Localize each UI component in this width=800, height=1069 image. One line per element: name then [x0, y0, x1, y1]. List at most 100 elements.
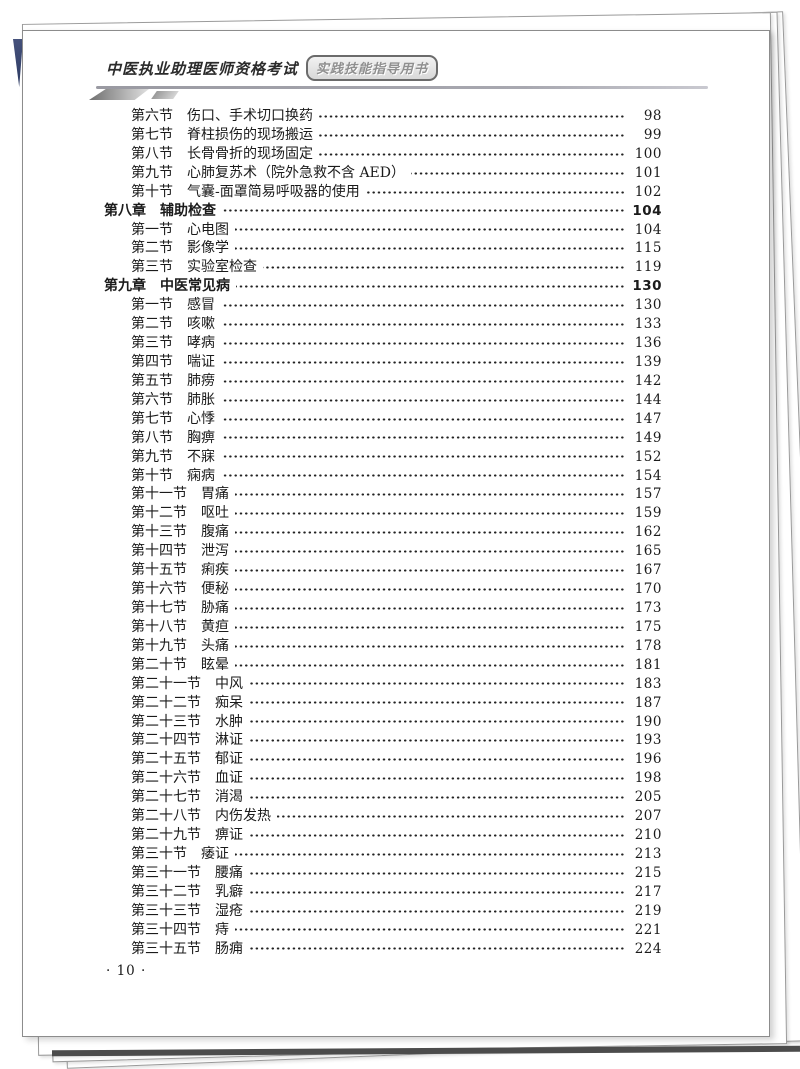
toc-entry-title: 影像学 [187, 240, 229, 257]
toc-entry-label: 第二十三节 [131, 713, 201, 730]
toc-entry-title: 郁证 [215, 751, 243, 768]
toc-entry-page: 149 [634, 429, 662, 446]
toc-entry-label: 第三十二节 [131, 883, 201, 900]
toc-entry: 第三十一节 腰痛 215 [104, 863, 662, 883]
toc-entry-page: 181 [634, 656, 662, 673]
toc-entry: 第三节 哮病 136 [104, 334, 662, 353]
toc-entry-page: 98 [643, 108, 662, 124]
toc-entry: 第二十四节 淋证 193 [104, 731, 662, 751]
toc-entry-page: 100 [634, 145, 662, 162]
toc-entry-title: 喘证 [187, 353, 215, 370]
toc-entry-label: 第十四节 [131, 543, 187, 560]
toc-entry-page: 196 [634, 751, 662, 768]
toc-entry-page: 133 [634, 316, 662, 333]
dot-leader [249, 712, 625, 732]
toc-entry-page: 101 [634, 164, 662, 181]
toc-entry: 第八节 长骨骨折的现场固定 100 [104, 144, 662, 164]
toc-entry: 第十八节 黄疸 175 [104, 617, 662, 637]
toc-entry: 第七节 心悸 147 [104, 409, 662, 429]
toc-entry: 第十三节 腹痛 162 [104, 523, 662, 543]
toc-entry-title: 肺痨 [187, 372, 215, 389]
toc-entry-page: 215 [634, 864, 662, 881]
toc-entry-page: 104 [634, 221, 662, 238]
toc-entry-title: 便秘 [201, 581, 229, 598]
toc-entry-title: 乳癖 [215, 883, 243, 900]
series-title: 中医执业助理医师资格考试 [106, 60, 299, 78]
dot-leader [221, 371, 625, 391]
blue-cover-edge [13, 39, 23, 87]
toc-entry-title: 腹痛 [201, 524, 229, 541]
dot-leader [221, 447, 625, 467]
toc-entry: 第三节 实验室检查 119 [104, 258, 662, 278]
toc-entry-label: 第十五节 [131, 562, 187, 579]
dot-leader [249, 731, 625, 751]
dot-leader [263, 258, 625, 278]
toc-entry-page: 142 [634, 372, 662, 389]
toc-entry-title: 长骨骨折的现场固定 [187, 145, 313, 162]
toc-entry-page: 136 [634, 335, 662, 352]
dot-leader [249, 750, 625, 770]
toc-entry-title: 腰痛 [215, 864, 243, 881]
dot-leader [249, 788, 625, 808]
dot-leader [249, 901, 625, 921]
toc-entry: 第九章 中医常见病 130 [104, 277, 662, 297]
toc-entry-title: 淋证 [215, 732, 243, 749]
toc-entry-page: 130 [634, 297, 662, 314]
toc-entry-label: 第五节 [131, 372, 173, 389]
toc-entry: 第二节 咳嗽 133 [104, 315, 662, 335]
toc-entry-title: 实验室检查 [187, 259, 257, 276]
toc-entry-label: 第二节 [131, 240, 173, 257]
dot-leader [235, 220, 625, 240]
toc-entry-page: 205 [634, 789, 662, 806]
toc-entry-title: 脊柱损伤的现场搬运 [187, 126, 313, 143]
dot-leader [249, 882, 625, 902]
dot-leader [222, 201, 625, 221]
toc-entry-label: 第三节 [131, 335, 173, 352]
toc-entry-label: 第八节 [131, 429, 173, 446]
toc-entry-title: 心肺复苏术（院外急救不含 AED） [187, 164, 406, 181]
dot-leader [319, 107, 625, 126]
toc-entry-label: 第八章 [104, 202, 146, 219]
toc-entry-page: 170 [634, 581, 662, 598]
toc-entry: 第十九节 头痛 178 [104, 636, 662, 656]
toc-entry-label: 第十三节 [131, 524, 187, 541]
toc-entry: 第十节 痫病 154 [104, 466, 662, 486]
toc-entry-title: 肠痈 [215, 940, 243, 957]
subtitle-badge: 实践技能指导用书 [306, 55, 439, 81]
toc-entry: 第十五节 痢疾 167 [104, 561, 662, 581]
toc-entry-title: 头痛 [201, 637, 229, 654]
toc-entry: 第一节 感冒 130 [104, 296, 662, 316]
toc-entry: 第九节 心肺复苏术（院外急救不含 AED） 101 [104, 163, 662, 183]
toc-entry-title: 气囊-面罩简易呼吸器的使用 [187, 183, 360, 200]
toc-entry-label: 第二十六节 [131, 770, 201, 787]
toc-entry-label: 第二十五节 [131, 751, 201, 768]
toc-entry-title: 痴呆 [215, 694, 243, 711]
toc-entry-title: 痫病 [187, 467, 215, 484]
toc-list: 第六节 伤口、手术切口换药 98 第七节 脊柱损伤的现场搬运 99 第八节 长骨… [104, 107, 662, 959]
toc-entry-label: 第四节 [131, 353, 173, 370]
toc-entry-page: 99 [643, 126, 662, 143]
toc-entry-page: 165 [634, 543, 662, 560]
dot-leader [221, 428, 625, 448]
dot-leader [365, 182, 625, 202]
toc-entry-title: 胸痹 [187, 429, 215, 446]
toc-entry-title: 血证 [215, 770, 243, 787]
toc-entry-page: 207 [634, 808, 662, 825]
toc-entry-page: 217 [634, 883, 662, 900]
toc-entry-page: 187 [634, 694, 662, 711]
toc-entry-label: 第二十九节 [131, 827, 201, 844]
toc-entry-page: 173 [634, 599, 662, 616]
dot-leader [277, 807, 625, 827]
dot-leader [249, 674, 625, 694]
toc-entry-page: 167 [634, 562, 662, 579]
toc-entry-title: 痹证 [215, 827, 243, 844]
dot-leader [235, 655, 625, 675]
toc-entry-label: 第九节 [131, 448, 173, 465]
toc-entry-title: 湿疮 [215, 902, 243, 919]
toc-entry-title: 辅助检查 [160, 202, 216, 219]
toc-entry-label: 第三十节 [131, 845, 187, 862]
toc-entry-label: 第十节 [131, 183, 173, 200]
toc-entry-page: 221 [634, 921, 662, 938]
toc-entry-label: 第三十一节 [131, 864, 201, 881]
